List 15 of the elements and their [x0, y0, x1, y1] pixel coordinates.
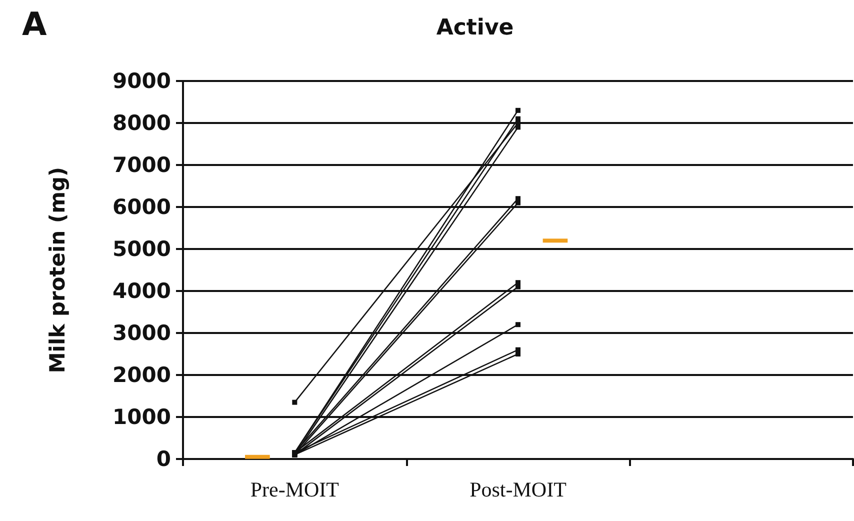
y-tick-label: 9000 — [112, 69, 171, 93]
y-tick-label: 8000 — [112, 111, 171, 135]
y-tick-label: 7000 — [112, 153, 171, 177]
y-axis-title: Milk protein (mg) — [46, 166, 70, 374]
y-tick-label: 6000 — [112, 195, 171, 219]
y-tick-label: 4000 — [112, 279, 171, 303]
chart-title: Active — [436, 16, 514, 40]
y-tick-label: 0 — [156, 447, 171, 471]
y-tick-label: 5000 — [112, 237, 171, 261]
x-tick-label: Pre-MOIT — [250, 478, 340, 502]
y-tick-label: 2000 — [112, 363, 171, 387]
y-tick-label: 1000 — [112, 405, 171, 429]
x-tick-label: Post-MOIT — [470, 478, 567, 502]
text: A — [22, 5, 47, 43]
y-tick-label: 3000 — [112, 321, 171, 345]
